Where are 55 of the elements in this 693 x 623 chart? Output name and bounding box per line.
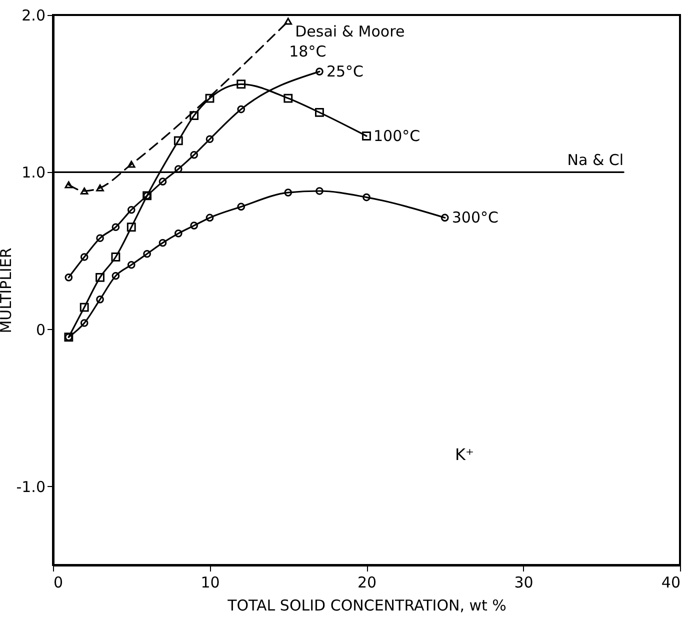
annotation: K⁺ [455,445,474,464]
point [127,160,136,168]
point [80,302,89,312]
point [284,188,292,196]
point [112,223,120,232]
point [64,181,73,188]
point [96,234,104,242]
point [362,132,371,140]
series-label: Na & Cl [567,151,624,170]
point [158,178,167,186]
y-tick-label: -1.0 [16,478,46,496]
point [127,206,136,214]
point [206,214,214,222]
y-tick-label: 1.0 [22,164,46,182]
point [96,272,104,282]
x-tick-label: 40 [661,574,680,592]
point [143,250,151,258]
series-label: 300°C [452,208,498,227]
point [190,150,198,159]
point [174,230,182,238]
point [111,252,120,262]
x-tick-label: 20 [357,574,377,592]
point [127,260,136,269]
point [284,94,293,103]
point [316,187,324,195]
point [236,80,246,89]
point [96,296,104,304]
point [158,238,167,247]
point [112,272,120,280]
point [315,108,324,117]
y-tick-label: 0 [36,320,46,339]
point [190,111,199,120]
point [126,222,136,232]
point [237,202,246,211]
point [206,135,214,144]
x-tick-label: 30 [514,574,534,592]
point [80,319,88,327]
series-label: 25°C [326,62,364,81]
annotation: 18°C [289,42,326,60]
point [80,188,88,194]
x-tick-label: 10 [200,574,220,592]
y-axis-title: MULTIPLIER [0,248,16,334]
point [96,184,104,192]
point [284,18,292,25]
x-axis-title: TOTAL SOLID CONCENTRATION, wt % [226,596,506,614]
point [190,222,198,230]
point [205,94,214,103]
series-label: Desai & Moore [295,22,405,40]
x-tick-label: 0 [54,574,64,592]
point [174,136,183,146]
series-label: 100°C [374,127,420,145]
y-tick-label: 2.0 [22,6,46,24]
point [80,253,88,261]
point [362,193,370,202]
point [237,105,246,114]
